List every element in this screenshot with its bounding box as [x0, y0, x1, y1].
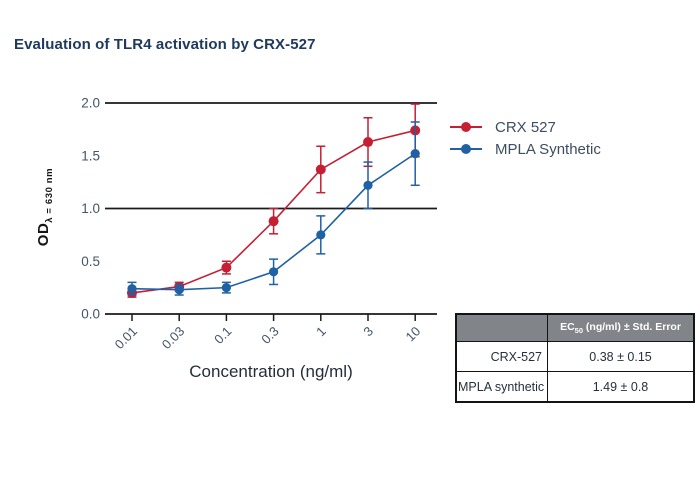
chart-legend: CRX 527 MPLA Synthetic	[450, 116, 601, 160]
row-value: 1.49 ± 0.8	[547, 371, 695, 403]
table-header-ec50-cell: EC50 (ng/ml) ± Std. Error	[547, 313, 695, 342]
data-point	[221, 283, 231, 293]
data-point	[269, 267, 279, 277]
ec-suffix: (ng/ml) ± Std. Error	[583, 320, 681, 333]
legend-item-crx-527: CRX 527	[450, 116, 601, 138]
tlr4-activation-chart: 0.0 0.5 1.0 1.5 2.0 0.01 0.03 0.1 0.3 1 3 10	[81, 96, 437, 353]
y-tick-label: 2.0	[81, 96, 100, 111]
crx-527-marker-icon	[450, 122, 482, 132]
data-point	[316, 230, 326, 240]
data-point	[363, 180, 373, 190]
data-point	[268, 216, 279, 227]
mpla-synthetic-marker-icon	[450, 144, 482, 154]
ec-prefix: EC	[560, 320, 575, 333]
row-label: CRX-527	[455, 341, 548, 372]
data-point	[410, 149, 420, 159]
data-point	[127, 284, 137, 294]
x-tick-label: 10	[402, 324, 423, 345]
y-axis-label-subscript: λ = 630 nm	[44, 167, 56, 223]
data-point	[315, 164, 326, 175]
data-point	[363, 137, 373, 148]
x-tick-label: 0.3	[258, 324, 281, 347]
x-tick-label: 3	[360, 324, 376, 340]
data-point	[221, 262, 232, 273]
legend-label: MPLA Synthetic	[495, 140, 601, 158]
y-tick-label: 1.5	[81, 148, 100, 163]
x-tick-label: 1	[313, 324, 329, 340]
ec50-results-table: EC50 (ng/ml) ± Std. Error CRX-527 0.38 ±…	[455, 313, 695, 403]
x-tick-label: 0.01	[112, 324, 141, 353]
legend-item-mpla-synthetic: MPLA Synthetic	[450, 138, 601, 160]
row-label: MPLA synthetic	[455, 371, 548, 403]
table-header-row: EC50 (ng/ml) ± Std. Error	[455, 313, 695, 342]
y-tick-label: 0.0	[81, 307, 100, 322]
x-tick-label: 0.1	[211, 324, 234, 347]
ec-subscript: 50	[574, 326, 583, 336]
table-row-crx-527: CRX-527 0.38 ± 0.15	[455, 341, 695, 372]
x-tick-label: 0.03	[159, 324, 188, 353]
table-header-empty-cell	[455, 313, 548, 342]
y-tick-label: 0.5	[81, 254, 100, 269]
y-axis-label-main: OD	[35, 222, 52, 247]
y-axis-label: ODλ = 630 nm	[35, 132, 57, 282]
row-value: 0.38 ± 0.15	[547, 341, 695, 372]
y-tick-label: 1.0	[81, 201, 100, 216]
x-axis-label: Concentration (ng/ml)	[189, 362, 353, 381]
legend-label: CRX 527	[495, 118, 556, 136]
chart-title: Evaluation of TLR4 activation by CRX-527	[14, 36, 316, 53]
data-point	[174, 285, 184, 295]
table-row-mpla-synthetic: MPLA synthetic 1.49 ± 0.8	[455, 371, 695, 403]
